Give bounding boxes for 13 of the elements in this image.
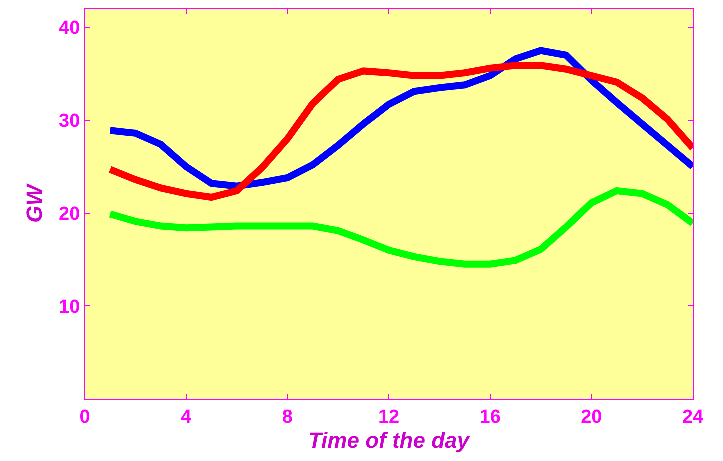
- x-tick-label: 4: [181, 406, 192, 428]
- y-axis-title: GW: [22, 182, 47, 223]
- x-tick-label: 24: [682, 406, 704, 428]
- x-tick-label: 16: [480, 406, 501, 428]
- y-tick-label: 30: [59, 111, 80, 132]
- x-tick-label: 0: [80, 406, 90, 428]
- x-axis-title: Time of the day: [308, 428, 472, 453]
- y-tick-label: 40: [59, 18, 80, 40]
- x-tick-label: 12: [378, 406, 400, 428]
- x-tick-label: 20: [581, 406, 602, 428]
- y-tick-label: 10: [59, 296, 80, 318]
- y-tick-label: 20: [59, 204, 80, 225]
- x-tick-label: 8: [282, 406, 293, 428]
